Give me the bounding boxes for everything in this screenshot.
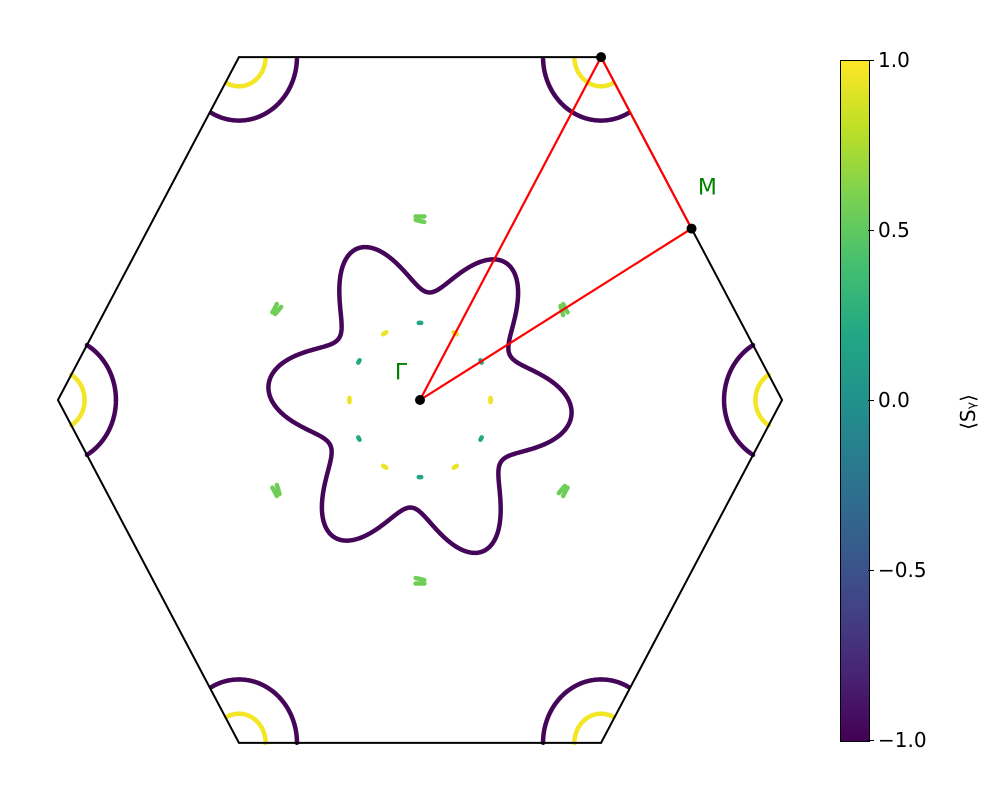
colorbar-tick (868, 60, 874, 61)
colorbar-tick (868, 230, 874, 231)
colorbar-tick (868, 570, 874, 571)
bz-contour-plot: ΓKM (50, 40, 790, 760)
sym-label-Gamma: Γ (395, 360, 408, 385)
sym-point-Gamma (415, 395, 425, 405)
colorbar-tick (868, 400, 874, 401)
colorbar-tick-label: 1.0 (878, 48, 910, 72)
sym-label-M: M (698, 175, 717, 200)
colorbar-gradient (840, 60, 870, 742)
colorbar: −1.0−0.50.00.51.0 ⟨Sᵧ⟩ (840, 60, 980, 740)
sym-point-K (596, 52, 606, 62)
colorbar-tick-label: 0.0 (878, 388, 910, 412)
colorbar-tick-label: −1.0 (878, 728, 927, 752)
colorbar-tick-label: −0.5 (878, 558, 927, 582)
plot-svg: ΓKM (50, 40, 790, 760)
colorbar-tick (868, 740, 874, 741)
colorbar-label: ⟨Sᵧ⟩ (956, 394, 980, 430)
colorbar-tick-label: 0.5 (878, 218, 910, 242)
high-symmetry-path (420, 57, 692, 400)
sym-point-M (687, 224, 697, 234)
